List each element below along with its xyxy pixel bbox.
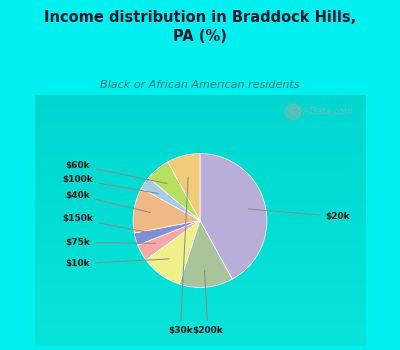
- Text: $100k: $100k: [62, 175, 158, 194]
- Wedge shape: [138, 220, 200, 260]
- Wedge shape: [168, 154, 200, 220]
- Text: Income distribution in Braddock Hills,
PA (%): Income distribution in Braddock Hills, P…: [44, 10, 356, 44]
- Wedge shape: [146, 220, 200, 284]
- Text: $150k: $150k: [62, 215, 152, 233]
- Circle shape: [285, 104, 301, 120]
- Wedge shape: [200, 154, 267, 279]
- Text: $10k: $10k: [66, 259, 170, 268]
- Text: $20k: $20k: [248, 209, 350, 221]
- Text: Black or African American residents: Black or African American residents: [100, 80, 300, 91]
- Text: $60k: $60k: [66, 161, 167, 183]
- Text: $40k: $40k: [66, 191, 151, 212]
- Text: $200k: $200k: [192, 270, 223, 335]
- Text: $30k: $30k: [168, 177, 193, 335]
- Wedge shape: [141, 178, 200, 220]
- Wedge shape: [134, 220, 200, 245]
- Wedge shape: [148, 162, 200, 220]
- Wedge shape: [133, 188, 200, 233]
- Text: $75k: $75k: [66, 238, 156, 247]
- Text: City-Data.com: City-Data.com: [290, 107, 354, 116]
- Wedge shape: [179, 220, 232, 287]
